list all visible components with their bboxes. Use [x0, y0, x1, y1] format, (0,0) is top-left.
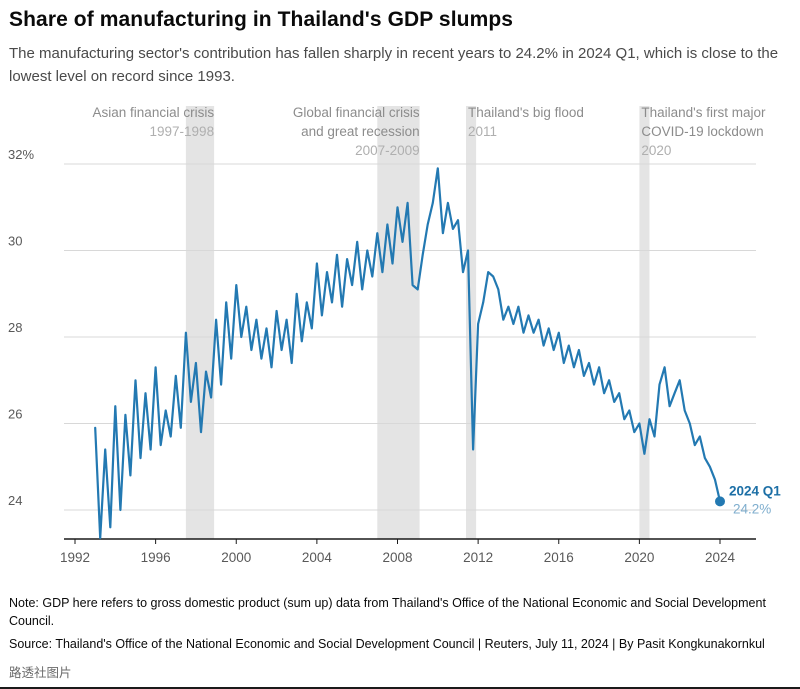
- manufacturing-share-chart: 24 26 28 30 32% 1992 1996 2000 2004 2008 2012 2016 2…: [8, 105, 781, 565]
- end-label-value: 24.2%: [733, 501, 771, 516]
- source-line: Source: Thailand's Office of the Nationa…: [9, 637, 765, 652]
- x-tick-label: 2024: [705, 550, 736, 565]
- event-band: [639, 106, 650, 539]
- event-annotation-label: COVID-19 lockdown: [641, 124, 763, 139]
- x-tick-label: 2008: [382, 550, 412, 565]
- y-tick-label: 30: [8, 234, 22, 249]
- end-label-quarter: 2024 Q1: [729, 483, 781, 498]
- event-annotation-year: 1997-1998: [150, 124, 215, 139]
- y-tick-label: 24: [8, 493, 22, 508]
- event-annotation-year: 2011: [468, 124, 497, 139]
- x-tick-label: 2012: [463, 550, 493, 565]
- event-annotation-label: Thailand's big flood: [468, 105, 584, 120]
- y-tick-label: 26: [8, 407, 22, 422]
- x-tick-label: 2004: [302, 550, 333, 565]
- event-band: [185, 106, 215, 539]
- x-tick-label: 1996: [141, 550, 171, 565]
- y-tick-label: 28: [8, 320, 22, 335]
- y-tick-label: 32%: [8, 147, 34, 162]
- event-annotation-label: Global financial crisis: [293, 105, 420, 120]
- event-band: [377, 106, 420, 539]
- agency-credit: 路透社图片: [9, 666, 72, 681]
- line-series: [94, 167, 722, 540]
- event-annotation-label: Asian financial crisis: [93, 105, 215, 120]
- footer: Note: GDP here refers to gross domestic …: [0, 594, 800, 681]
- footnote: Note: GDP here refers to gross domestic …: [9, 596, 766, 629]
- bottom-divider: [0, 687, 800, 689]
- x-tick-label: 2020: [624, 550, 654, 565]
- event-annotation-label: and great recession: [301, 124, 420, 139]
- page-title: Share of manufacturing in Thailand's GDP…: [9, 8, 514, 31]
- event-annotation-year: 2020: [641, 143, 671, 158]
- chart-subtitle: The manufacturing sector's contribution …: [9, 45, 779, 85]
- event-annotation-year: 2007-2009: [355, 143, 420, 158]
- event-annotation-label: Thailand's first major: [641, 105, 766, 120]
- x-tick-label: 2016: [544, 550, 574, 565]
- x-tick-label: 1992: [60, 550, 90, 565]
- end-point-marker: [715, 496, 725, 507]
- event-band: [466, 106, 477, 539]
- x-tick-label: 2000: [221, 550, 251, 565]
